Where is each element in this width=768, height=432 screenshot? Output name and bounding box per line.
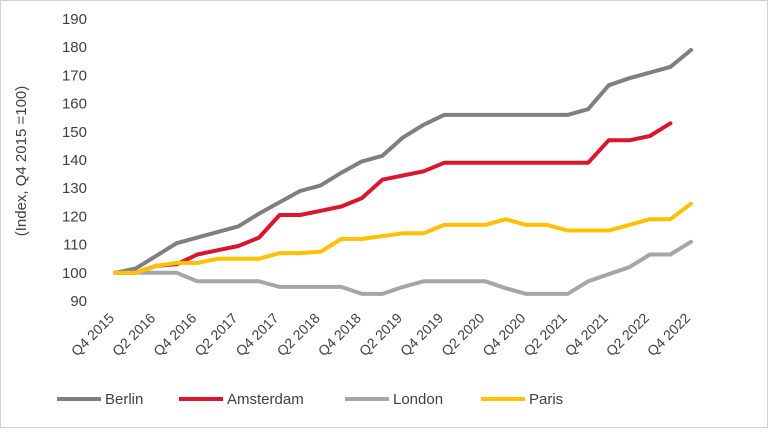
y-tick-label: 100 xyxy=(62,265,87,282)
x-tick-label: Q2 2018 xyxy=(274,310,323,359)
x-tick-label: Q4 2018 xyxy=(315,310,364,359)
y-tick-label: 140 xyxy=(62,152,87,169)
x-tick-label: Q2 2019 xyxy=(356,310,405,359)
x-tick-label: Q4 2015 xyxy=(68,310,117,359)
y-axis: 90 100 110 120 130 140 150 160 170 180 190 xyxy=(62,11,87,310)
series-line-paris xyxy=(113,201,693,275)
x-tick-label: Q2 2021 xyxy=(520,310,569,359)
x-tick-label: Q4 2016 xyxy=(150,310,199,359)
x-tick-label: Q4 2020 xyxy=(479,310,528,359)
legend-label-london: London xyxy=(393,391,443,408)
y-tick-label: 130 xyxy=(62,180,87,197)
x-tick-label: Q2 2020 xyxy=(438,310,487,359)
x-tick-label: Q2 2022 xyxy=(603,310,652,359)
y-tick-label: 90 xyxy=(70,293,87,310)
x-tick-label: Q4 2022 xyxy=(644,310,693,359)
series-line-london xyxy=(113,239,693,296)
y-tick-label: 150 xyxy=(62,124,87,141)
legend-label-paris: Paris xyxy=(529,391,563,408)
y-tick-label: 170 xyxy=(62,67,87,84)
x-tick-label: Q4 2017 xyxy=(232,310,281,359)
y-tick-label: 110 xyxy=(63,237,87,254)
series-line-amsterdam xyxy=(113,121,673,275)
legend: Berlin Amsterdam London Paris xyxy=(57,391,563,408)
y-axis-label: (Index, Q4 2015 =100) xyxy=(13,86,30,237)
series-group xyxy=(113,48,693,296)
x-tick-label: Q4 2021 xyxy=(562,310,611,359)
legend-label-amsterdam: Amsterdam xyxy=(227,391,304,408)
x-tick-label: Q2 2017 xyxy=(191,310,240,359)
x-tick-label: Q4 2019 xyxy=(397,310,446,359)
legend-label-berlin: Berlin xyxy=(105,391,143,408)
series-line-berlin xyxy=(113,48,693,275)
x-tick-label: Q2 2016 xyxy=(109,310,158,359)
y-tick-label: 190 xyxy=(62,11,87,28)
y-tick-label: 160 xyxy=(62,96,87,113)
y-tick-label: 120 xyxy=(62,208,87,225)
y-tick-label: 180 xyxy=(62,39,87,56)
